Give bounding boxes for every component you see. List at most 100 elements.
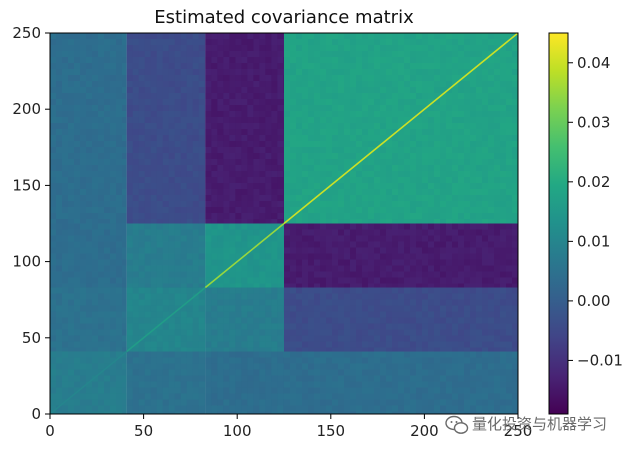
heatmap-cell <box>150 229 157 236</box>
heatmap-cell <box>56 241 62 248</box>
heatmap-cell <box>265 287 272 294</box>
heatmap-cell <box>174 311 181 318</box>
heatmap-cell <box>422 171 428 177</box>
heatmap-cell <box>86 189 92 195</box>
heatmap-cell <box>326 219 332 224</box>
heatmap-cell <box>500 411 506 414</box>
heatmap-cell <box>162 159 169 165</box>
heatmap-cell <box>386 387 392 394</box>
heatmap-cell <box>180 347 187 352</box>
heatmap-cell <box>235 51 242 57</box>
heatmap-cell <box>247 171 254 177</box>
heatmap-cell <box>247 293 254 300</box>
heatmap-cell <box>404 277 410 284</box>
heatmap-cell <box>440 33 446 39</box>
heatmap-cell <box>362 129 368 135</box>
heatmap-cell <box>308 375 314 382</box>
heatmap-cell <box>512 265 518 272</box>
heatmap-cell <box>332 69 338 75</box>
heatmap-cell <box>458 111 464 117</box>
heatmap-cell <box>290 111 296 117</box>
heatmap-cell <box>314 183 320 189</box>
heatmap-cell <box>386 341 392 348</box>
heatmap-cell <box>404 33 410 39</box>
heatmap-cell <box>434 393 440 400</box>
heatmap-cell <box>386 177 392 183</box>
heatmap-cell <box>350 335 356 342</box>
heatmap-cell <box>296 201 302 207</box>
heatmap-cell <box>494 357 500 364</box>
heatmap-cell <box>446 223 452 230</box>
heatmap-cell <box>104 117 110 123</box>
heatmap-cell <box>98 153 104 159</box>
heatmap-cell <box>284 305 290 312</box>
heatmap-cell <box>386 111 392 117</box>
heatmap-cell <box>132 63 139 69</box>
heatmap-cell <box>247 117 254 123</box>
heatmap-cell <box>110 335 116 342</box>
heatmap-cell <box>296 147 302 153</box>
heatmap-cell <box>138 129 145 135</box>
heatmap-cell <box>470 39 476 45</box>
heatmap-cell <box>217 69 224 75</box>
heatmap-cell <box>440 357 446 364</box>
heatmap-cell <box>506 299 512 306</box>
heatmap-cell <box>198 39 205 45</box>
heatmap-cell <box>398 111 404 117</box>
heatmap-cell <box>192 399 199 406</box>
heatmap-cell <box>296 189 302 195</box>
heatmap-cell <box>290 399 296 406</box>
heatmap-cell <box>92 219 98 224</box>
heatmap-cell <box>235 265 242 272</box>
heatmap-cell <box>126 375 133 382</box>
heatmap-cell <box>229 259 236 266</box>
heatmap-cell <box>98 271 104 278</box>
heatmap-cell <box>50 75 56 81</box>
heatmap-cell <box>338 341 344 348</box>
heatmap-cell <box>156 369 163 376</box>
heatmap-cell <box>80 287 86 294</box>
heatmap-cell <box>386 33 392 39</box>
heatmap-cell <box>132 219 139 224</box>
heatmap-cell <box>174 39 181 45</box>
heatmap-cell <box>138 223 145 230</box>
heatmap-cell <box>277 351 284 358</box>
heatmap-cell <box>284 57 290 63</box>
heatmap-cell <box>374 259 380 266</box>
heatmap-cell <box>253 39 260 45</box>
heatmap-cell <box>217 147 224 153</box>
heatmap-cell <box>440 241 446 248</box>
heatmap-cell <box>296 399 302 406</box>
heatmap-cell <box>296 411 302 414</box>
heatmap-cell <box>494 363 500 370</box>
heatmap-cell <box>386 369 392 376</box>
heatmap-cell <box>56 393 62 400</box>
heatmap-cell <box>350 195 356 201</box>
heatmap-cell <box>198 183 205 189</box>
heatmap-cell <box>98 347 104 352</box>
heatmap-cell <box>162 381 169 388</box>
heatmap-cell <box>434 117 440 123</box>
heatmap-cell <box>452 141 458 147</box>
heatmap-cell <box>138 213 145 219</box>
heatmap-cell <box>211 223 218 230</box>
heatmap-cell <box>326 171 332 177</box>
heatmap-cell <box>283 177 284 183</box>
heatmap-cell <box>283 323 284 330</box>
heatmap-cell <box>132 105 139 111</box>
heatmap-cell <box>458 229 464 236</box>
heatmap-cell <box>440 271 446 278</box>
heatmap-cell <box>116 183 122 189</box>
heatmap-cell <box>314 111 320 117</box>
heatmap-cell <box>494 293 500 300</box>
heatmap-cell <box>217 241 224 248</box>
heatmap-cell <box>362 177 368 183</box>
heatmap-cell <box>392 87 398 93</box>
heatmap-cell <box>277 81 284 87</box>
heatmap-cell <box>344 283 350 288</box>
heatmap-cell <box>132 51 139 57</box>
heatmap-cell <box>452 369 458 376</box>
heatmap-cell <box>223 283 230 288</box>
heatmap-cell <box>92 347 98 352</box>
heatmap-cell <box>314 411 320 414</box>
